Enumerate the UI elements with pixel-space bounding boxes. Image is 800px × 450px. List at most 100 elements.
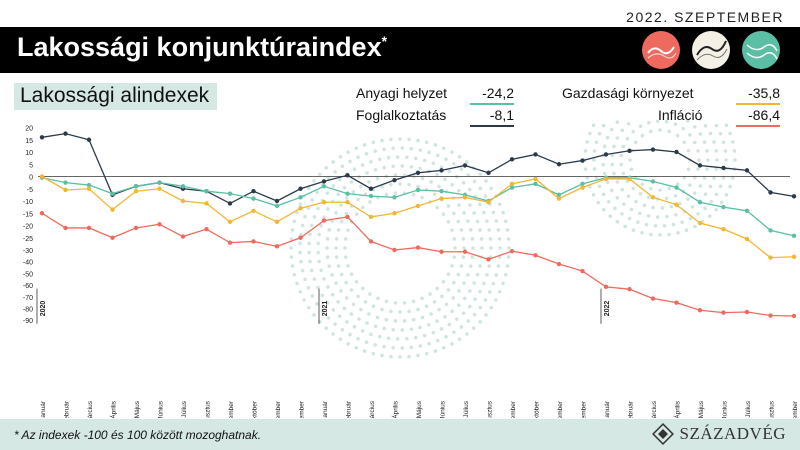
data-point [368,239,374,244]
data-point [580,185,585,190]
x-tick-label: Március [651,400,658,418]
data-point [533,152,538,157]
data-point [486,170,491,176]
data-point [133,225,139,231]
legend-value-anyagi: -24,2 [470,85,514,105]
x-tick-label: Szeptember [228,400,235,418]
data-point [486,200,491,205]
data-point [415,187,421,193]
data-point [768,228,773,233]
data-point [721,165,726,171]
data-point [627,176,632,182]
data-point [39,135,45,140]
x-tick-label: Január [322,400,329,418]
data-point [133,189,139,194]
data-point [674,300,679,305]
y-tick-label: -90 [23,318,33,325]
data-point [603,176,609,182]
page-title: Lakossági konjunktúraindex* [17,32,387,63]
data-point [744,309,750,315]
data-point [86,137,92,142]
data-point [227,219,233,225]
data-point [157,222,162,227]
data-point [274,244,280,249]
x-tick-label: Július [181,400,188,417]
x-tick-label: Január [604,400,611,418]
data-point [650,147,656,152]
x-tick-label: Június [158,400,165,418]
x-tick-label: Április [109,400,118,418]
data-point [345,200,350,205]
y-tick-label: 0 [29,175,33,182]
year-label: 2020 [40,301,47,317]
data-point [298,186,303,191]
data-point [251,208,256,213]
data-point [533,176,538,182]
data-point [180,198,186,204]
y-tick-label: -70 [23,295,33,302]
x-tick-label: Június [440,400,447,418]
x-tick-label: Május [416,400,423,418]
data-point [791,194,797,199]
data-point [721,310,726,315]
data-point [556,162,562,167]
data-point [768,255,773,260]
data-point [650,179,656,184]
y-tick-label: -60 [23,283,33,290]
legend-value-inflacio: -86,4 [736,107,780,127]
data-point [462,163,468,168]
y-tick-label: -30 [23,248,33,255]
data-point [744,208,750,213]
data-point [298,195,303,200]
y-tick-label: -80 [23,307,33,314]
series-line [41,132,795,205]
x-tick-label: Március [87,400,94,418]
data-point [509,185,515,190]
data-point [392,195,397,200]
data-point [274,203,280,209]
data-point [533,181,538,187]
y-tick-label: 15 [25,138,33,145]
x-tick-label: December [299,400,306,418]
data-point [298,206,303,211]
data-point [39,211,45,216]
data-point [63,225,68,231]
y-tick-label: -5 [27,187,33,194]
x-tick-label: December [581,400,588,418]
data-point [580,268,585,274]
data-point [650,296,656,301]
data-point [86,182,92,188]
data-point [462,249,468,254]
data-point [86,225,92,231]
data-point [227,201,233,206]
legend-value-gazdasagi: -35,8 [736,85,780,105]
legend-label-inflacio: Infláció [658,107,703,123]
year-label: 2021 [322,301,329,317]
data-point [415,245,421,250]
icon-group [642,31,780,69]
x-tick-label: Február [64,400,71,418]
chart-subtitle: Lakossági alindexek [14,83,218,110]
x-tick-label: Január [40,400,47,418]
data-point [744,236,750,242]
data-point [627,148,632,153]
data-point [486,257,491,262]
data-point [439,196,444,201]
data-point [321,218,327,223]
data-point [321,179,327,184]
data-point [556,196,562,201]
x-tick-label: Szeptember [792,400,799,418]
data-point [157,180,162,185]
legend-value-foglalkoztatas: -8,1 [470,107,514,127]
y-tick-label: 20 [25,126,33,133]
data-point [580,158,585,163]
red-circle-icon [642,31,680,69]
data-point [509,248,515,254]
data-point [251,189,256,194]
data-point [110,191,115,196]
y-tick-label: -10 [23,199,33,206]
background-dot-pattern [289,120,737,359]
data-point [345,173,350,178]
y-tick-label: 10 [25,150,33,157]
x-tick-label: November [557,400,564,418]
